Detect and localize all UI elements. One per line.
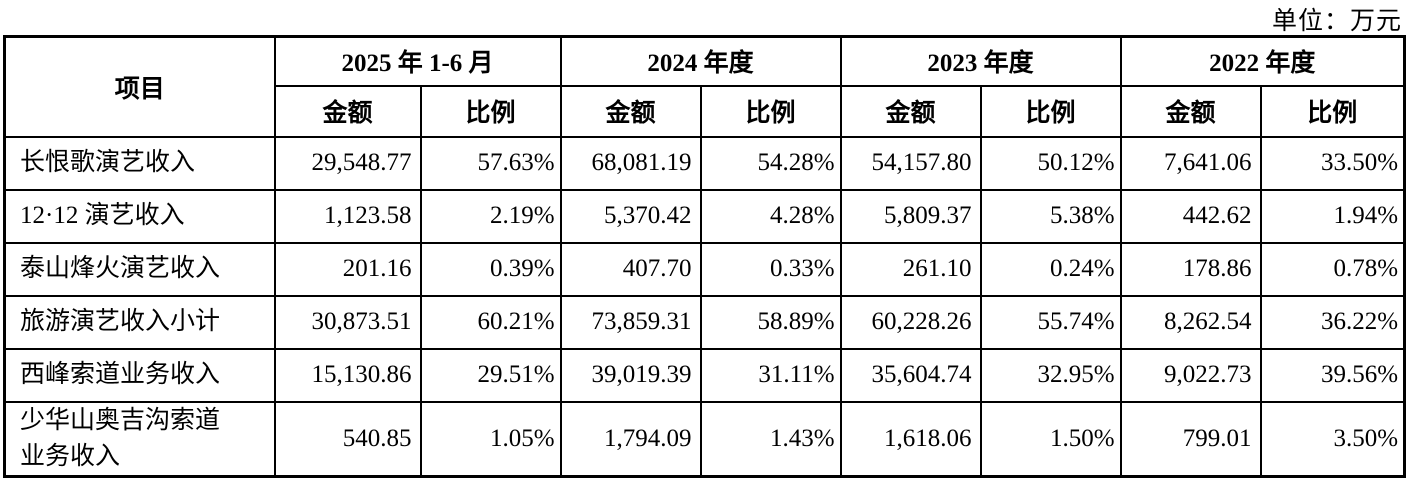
amount-header: 金额 (559, 84, 702, 138)
value-cell: 54,157.80 (839, 135, 982, 191)
value-cell: 55.74% (979, 294, 1122, 350)
value-cell: 540.85 (273, 400, 422, 478)
value-cell: 60,228.26 (839, 294, 982, 350)
value-cell: 201.16 (273, 241, 422, 297)
value-cell: 35,604.74 (839, 347, 982, 403)
value-cell: 0.39% (419, 241, 562, 297)
table-header-row-measures: 金额 比例 金额 比例 金额 比例 金额 比例 (5, 84, 1406, 138)
value-cell: 5,370.42 (559, 188, 702, 244)
value-cell: 5,809.37 (839, 188, 982, 244)
value-cell: 32.95% (979, 347, 1122, 403)
value-cell: 2.19% (419, 188, 562, 244)
value-cell: 1,794.09 (559, 400, 702, 478)
table-row: 西峰索道业务收入 15,130.86 29.51% 39,019.39 31.1… (3, 347, 1406, 403)
value-cell: 3.50% (1259, 400, 1406, 478)
value-cell: 1.50% (979, 400, 1122, 478)
unit-label: 单位：万元 (1271, 8, 1402, 35)
value-cell: 7,641.06 (1119, 135, 1262, 191)
value-cell: 73,859.31 (559, 294, 702, 350)
amount-header: 金额 (839, 84, 982, 138)
table-row: 12·12 演艺收入 1,123.58 2.19% 5,370.42 4.28%… (3, 188, 1406, 244)
item-cell: 旅游演艺收入小计 (3, 294, 276, 350)
item-cell: 长恨歌演艺收入 (3, 135, 276, 191)
item-cell: 12·12 演艺收入 (3, 188, 276, 244)
value-cell: 39,019.39 (559, 347, 702, 403)
amount-header: 金额 (1119, 84, 1262, 138)
value-cell: 29.51% (419, 347, 562, 403)
value-cell: 29,548.77 (273, 135, 422, 191)
value-cell: 0.78% (1259, 241, 1406, 297)
ratio-header: 比例 (699, 84, 842, 138)
value-cell: 31.11% (699, 347, 842, 403)
value-cell: 50.12% (979, 135, 1122, 191)
value-cell: 1,618.06 (839, 400, 982, 478)
value-cell: 0.24% (979, 241, 1122, 297)
table-row: 少华山奥吉沟索道 业务收入 540.85 1.05% 1,794.09 1.43… (3, 400, 1406, 478)
value-cell: 442.62 (1119, 188, 1262, 244)
period-header-2023: 2023 年度 (839, 35, 1122, 87)
value-cell: 1.05% (419, 400, 562, 478)
value-cell: 68,081.19 (559, 135, 702, 191)
value-cell: 9,022.73 (1119, 347, 1262, 403)
value-cell: 1.43% (699, 400, 842, 478)
revenue-breakdown-table: 项目 2025 年 1-6 月 2024 年度 2023 年度 2022 年度 … (3, 35, 1406, 478)
value-cell: 1.94% (1259, 188, 1406, 244)
value-cell: 39.56% (1259, 347, 1406, 403)
value-cell: 0.33% (699, 241, 842, 297)
value-cell: 33.50% (1259, 135, 1406, 191)
period-header-2022: 2022 年度 (1119, 35, 1406, 87)
value-cell: 5.38% (979, 188, 1122, 244)
value-cell: 799.01 (1119, 400, 1262, 478)
amount-header: 金额 (273, 84, 422, 138)
ratio-header: 比例 (979, 84, 1122, 138)
item-cell: 少华山奥吉沟索道 业务收入 (3, 400, 276, 478)
table-row: 泰山烽火演艺收入 201.16 0.39% 407.70 0.33% 261.1… (3, 241, 1406, 297)
value-cell: 36.22% (1259, 294, 1406, 350)
value-cell: 57.63% (419, 135, 562, 191)
item-column-header: 项目 (3, 35, 276, 138)
value-cell: 1,123.58 (273, 188, 422, 244)
value-cell: 178.86 (1119, 241, 1262, 297)
table-header-row-periods: 项目 2025 年 1-6 月 2024 年度 2023 年度 2022 年度 (3, 35, 1406, 138)
item-cell: 泰山烽火演艺收入 (3, 241, 276, 297)
table-row: 长恨歌演艺收入 29,548.77 57.63% 68,081.19 54.28… (3, 135, 1406, 191)
table-row: 旅游演艺收入小计 30,873.51 60.21% 73,859.31 58.8… (3, 294, 1406, 350)
value-cell: 261.10 (839, 241, 982, 297)
period-header-2025: 2025 年 1-6 月 (273, 35, 562, 87)
value-cell: 58.89% (699, 294, 842, 350)
item-cell: 西峰索道业务收入 (3, 347, 276, 403)
value-cell: 4.28% (699, 188, 842, 244)
ratio-header: 比例 (419, 84, 562, 138)
value-cell: 60.21% (419, 294, 562, 350)
value-cell: 30,873.51 (273, 294, 422, 350)
value-cell: 8,262.54 (1119, 294, 1262, 350)
value-cell: 407.70 (559, 241, 702, 297)
ratio-header: 比例 (1259, 84, 1406, 138)
period-header-2024: 2024 年度 (559, 35, 842, 87)
value-cell: 15,130.86 (273, 347, 422, 403)
value-cell: 54.28% (699, 135, 842, 191)
